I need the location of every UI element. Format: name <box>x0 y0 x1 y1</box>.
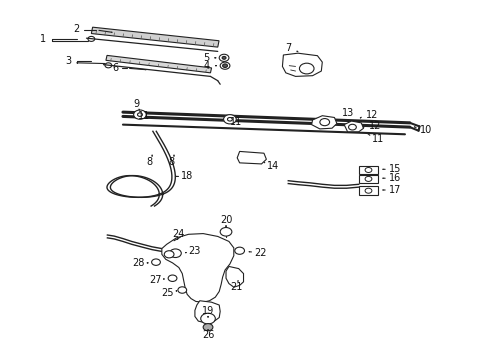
Text: 12: 12 <box>368 121 380 131</box>
Text: 16: 16 <box>388 173 401 183</box>
Circle shape <box>220 228 231 236</box>
Text: 10: 10 <box>419 125 431 135</box>
Circle shape <box>220 62 229 69</box>
Text: 18: 18 <box>181 171 193 181</box>
Text: 3: 3 <box>65 57 71 66</box>
Text: 1: 1 <box>40 34 46 44</box>
Text: 27: 27 <box>148 275 161 285</box>
Text: 24: 24 <box>172 229 184 239</box>
Text: 7: 7 <box>285 43 291 53</box>
Text: 20: 20 <box>220 215 232 225</box>
Circle shape <box>222 64 227 67</box>
Text: 15: 15 <box>388 164 401 174</box>
Circle shape <box>203 324 212 331</box>
Polygon shape <box>358 166 377 174</box>
Circle shape <box>223 114 236 124</box>
Text: 21: 21 <box>229 282 242 292</box>
Text: 5: 5 <box>203 53 209 63</box>
Circle shape <box>299 63 313 74</box>
Circle shape <box>151 259 160 265</box>
Text: 4: 4 <box>203 61 209 71</box>
Text: 12: 12 <box>365 110 377 120</box>
Polygon shape <box>344 121 363 132</box>
Text: 14: 14 <box>266 161 278 171</box>
Text: 6: 6 <box>112 63 119 73</box>
Text: 2: 2 <box>74 24 80 34</box>
Circle shape <box>201 313 215 324</box>
Polygon shape <box>358 175 377 183</box>
Polygon shape <box>237 152 266 164</box>
Circle shape <box>164 251 174 258</box>
Text: 8: 8 <box>146 157 152 167</box>
Text: 28: 28 <box>132 258 144 268</box>
Text: 22: 22 <box>253 248 266 258</box>
Text: 23: 23 <box>188 247 201 256</box>
Polygon shape <box>358 186 377 195</box>
Text: 25: 25 <box>161 288 174 297</box>
Circle shape <box>219 54 228 62</box>
Polygon shape <box>195 301 220 323</box>
Circle shape <box>169 249 181 257</box>
Polygon shape <box>106 55 211 73</box>
Circle shape <box>234 247 244 254</box>
Polygon shape <box>225 266 243 287</box>
Text: 11: 11 <box>138 111 150 121</box>
Polygon shape <box>311 116 336 129</box>
Circle shape <box>222 57 225 59</box>
Text: 19: 19 <box>202 306 214 316</box>
Text: 13: 13 <box>341 108 353 118</box>
Polygon shape <box>91 27 219 47</box>
Circle shape <box>168 275 177 282</box>
Circle shape <box>133 110 146 119</box>
Text: 11: 11 <box>371 134 384 144</box>
Text: 9: 9 <box>133 99 140 109</box>
Polygon shape <box>162 234 233 302</box>
Polygon shape <box>282 53 322 76</box>
Text: 26: 26 <box>202 330 214 341</box>
Text: 8: 8 <box>168 157 174 167</box>
Circle shape <box>315 119 328 128</box>
Text: 11: 11 <box>230 117 242 127</box>
Circle shape <box>178 287 186 293</box>
Text: 17: 17 <box>388 185 401 195</box>
